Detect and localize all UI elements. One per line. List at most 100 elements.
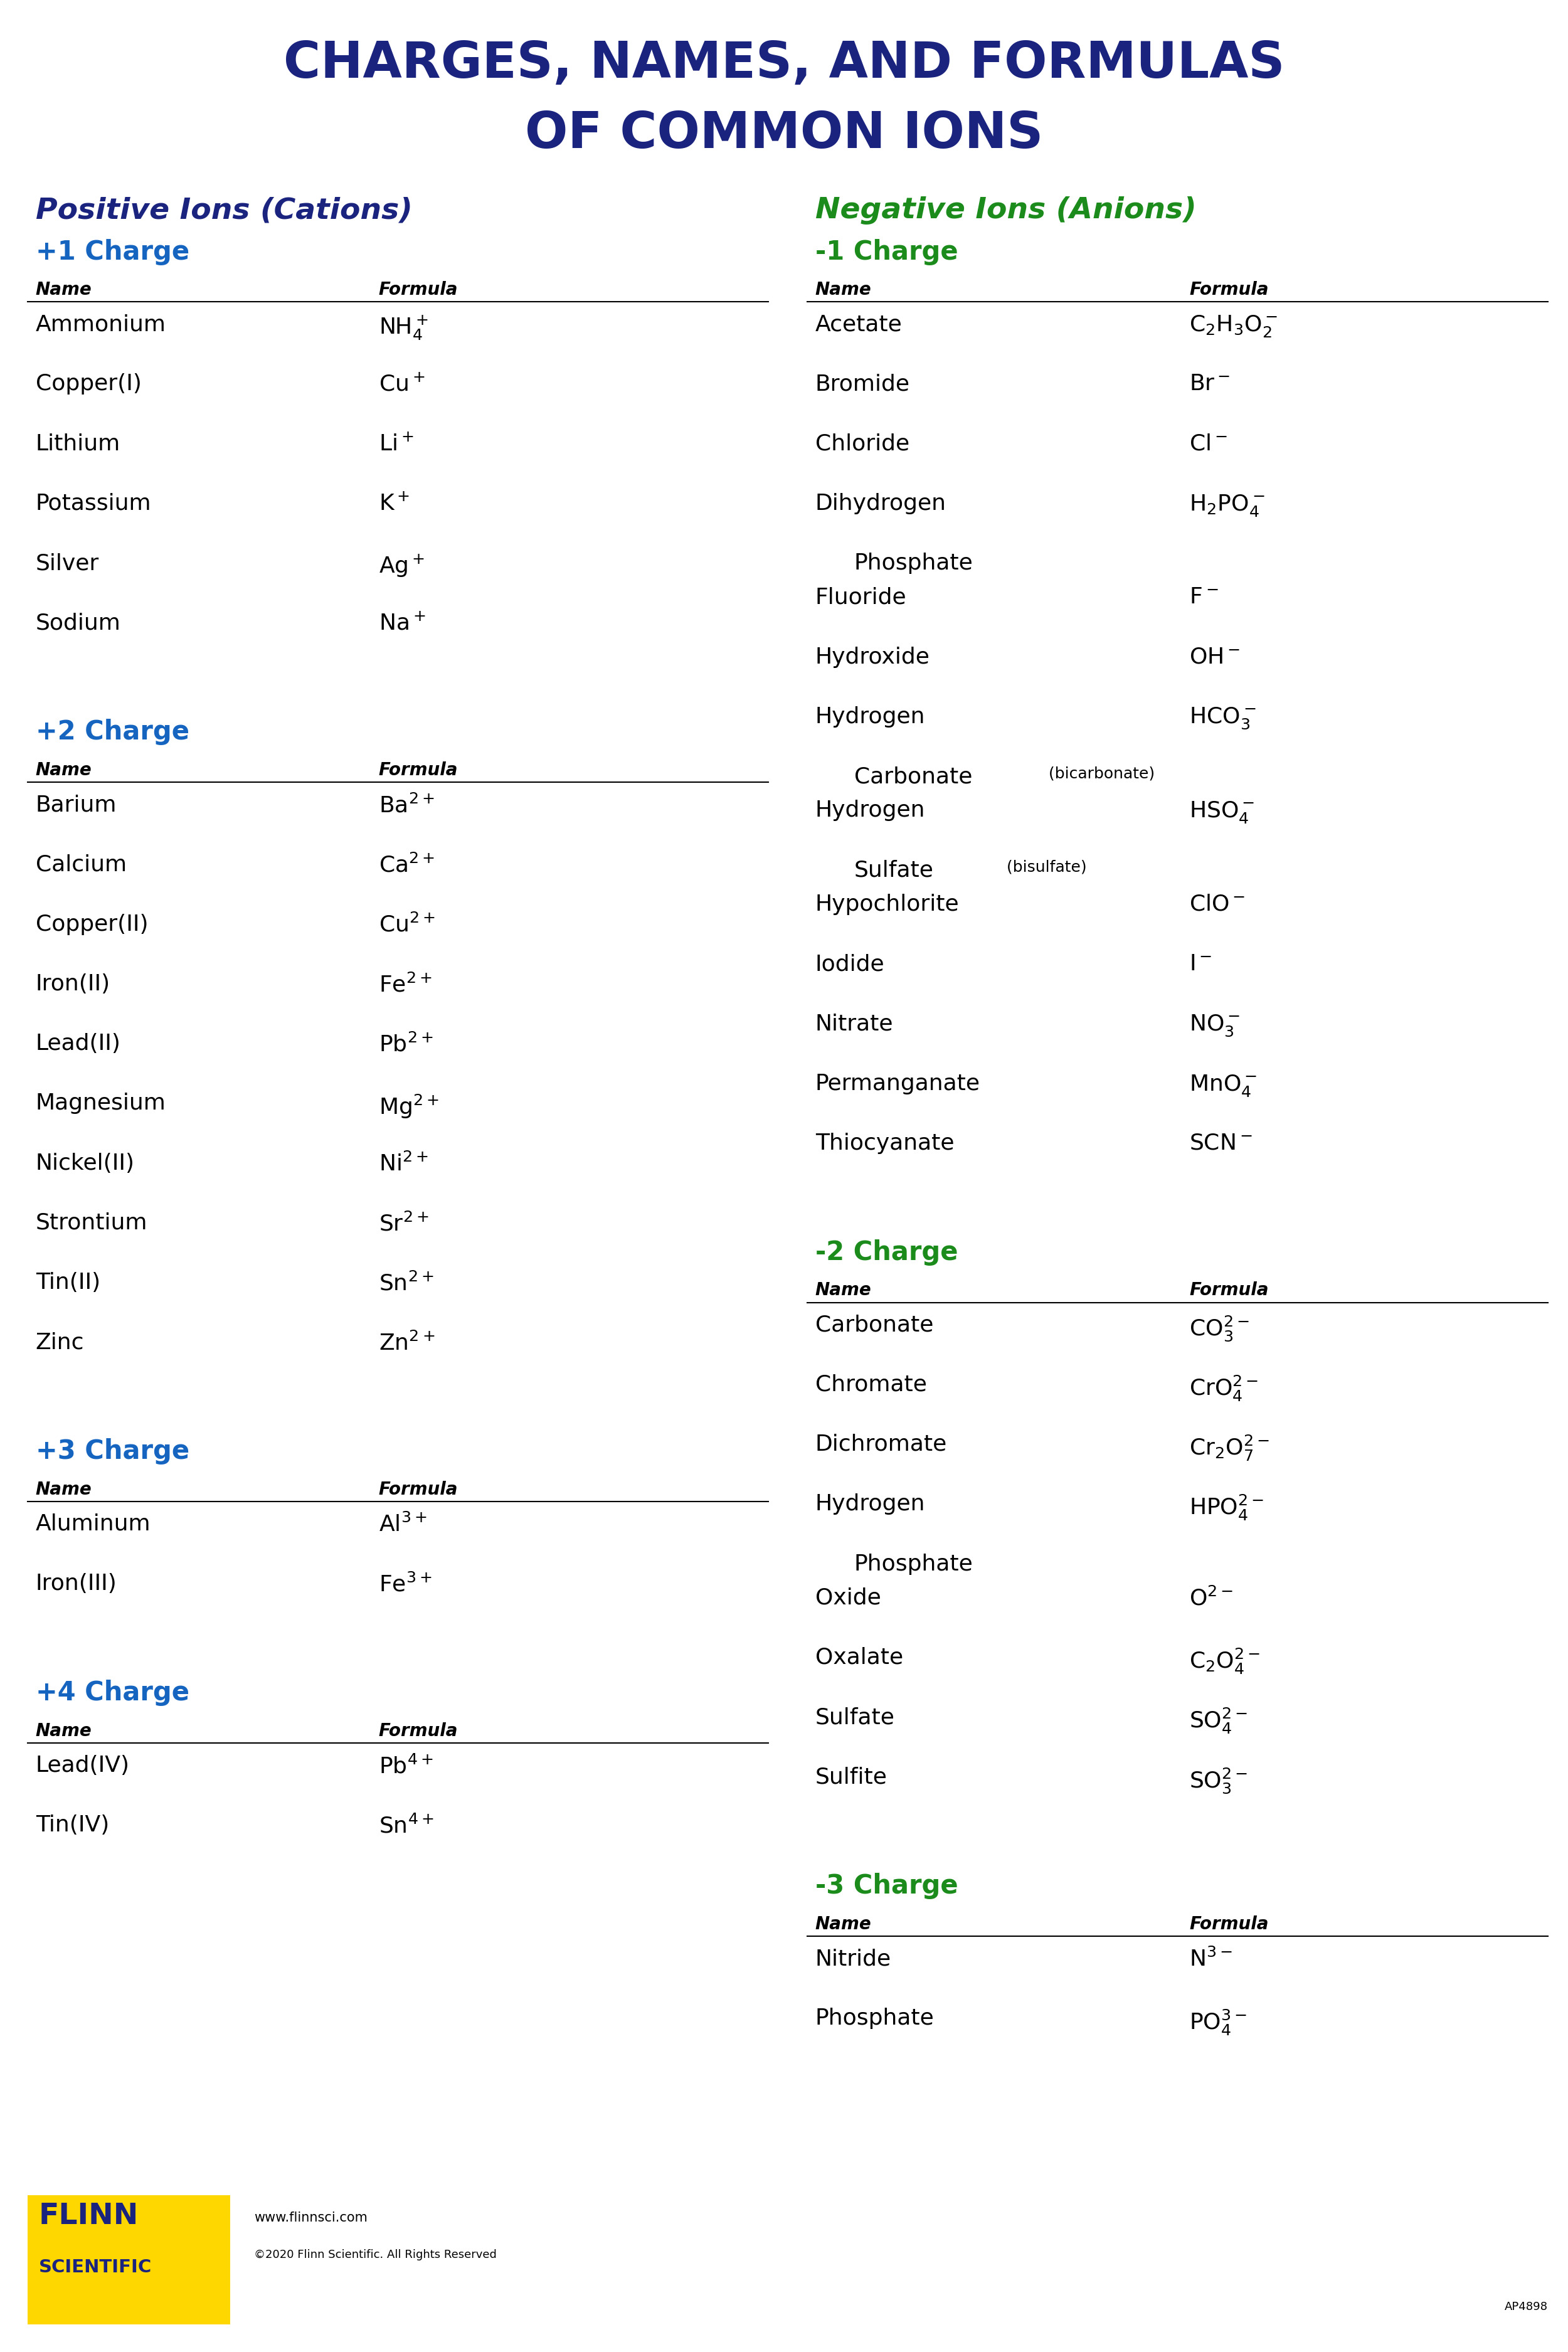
- Text: Pb$^{4+}$: Pb$^{4+}$: [378, 1755, 433, 1778]
- Text: Formula: Formula: [1190, 1915, 1269, 1933]
- Text: Fe$^{3+}$: Fe$^{3+}$: [378, 1573, 431, 1597]
- Text: NO$_3^-$: NO$_3^-$: [1190, 1014, 1240, 1037]
- Text: Formula: Formula: [1190, 280, 1269, 299]
- Text: www.flinnsci.com: www.flinnsci.com: [254, 2211, 367, 2225]
- Text: Chromate: Chromate: [815, 1374, 927, 1395]
- Text: FLINN: FLINN: [39, 2201, 138, 2230]
- Text: H$_2$PO$_4^-$: H$_2$PO$_4^-$: [1190, 494, 1265, 517]
- Text: Hypochlorite: Hypochlorite: [815, 894, 960, 915]
- Text: N$^{3-}$: N$^{3-}$: [1190, 1947, 1232, 1971]
- Text: Dihydrogen: Dihydrogen: [815, 494, 946, 515]
- Text: SO$_3^{2-}$: SO$_3^{2-}$: [1190, 1766, 1248, 1795]
- Text: F$^-$: F$^-$: [1190, 586, 1218, 607]
- Text: Br$^-$: Br$^-$: [1190, 374, 1231, 395]
- Text: Phosphate: Phosphate: [815, 2009, 935, 2030]
- Text: Sulfate: Sulfate: [855, 858, 935, 882]
- Text: ClO$^-$: ClO$^-$: [1190, 894, 1245, 915]
- Text: Chloride: Chloride: [815, 433, 909, 454]
- Text: Formula: Formula: [378, 1722, 458, 1740]
- Text: Formula: Formula: [1190, 1282, 1269, 1298]
- Text: Positive Ions (Cations): Positive Ions (Cations): [36, 198, 412, 226]
- Text: (bicarbonate): (bicarbonate): [1044, 767, 1154, 781]
- Text: -2 Charge: -2 Charge: [815, 1240, 958, 1265]
- Text: Nickel(II): Nickel(II): [36, 1152, 135, 1174]
- Text: Hydroxide: Hydroxide: [815, 647, 930, 668]
- Text: CO$_3^{2-}$: CO$_3^{2-}$: [1190, 1315, 1250, 1343]
- Text: K$^+$: K$^+$: [378, 494, 409, 515]
- Text: Formula: Formula: [378, 1482, 458, 1498]
- Text: +4 Charge: +4 Charge: [36, 1679, 190, 1705]
- Text: Zn$^{2+}$: Zn$^{2+}$: [378, 1331, 434, 1355]
- Text: Iodide: Iodide: [815, 953, 884, 974]
- Text: Permanganate: Permanganate: [815, 1073, 980, 1094]
- Text: +3 Charge: +3 Charge: [36, 1439, 190, 1465]
- Text: Sulfate: Sulfate: [815, 1708, 895, 1729]
- Text: PO$_4^{3-}$: PO$_4^{3-}$: [1190, 2009, 1247, 2037]
- Text: Li$^+$: Li$^+$: [378, 433, 414, 454]
- Text: SCN$^-$: SCN$^-$: [1190, 1134, 1253, 1155]
- Text: +2 Charge: +2 Charge: [36, 720, 190, 746]
- Text: Nitrate: Nitrate: [815, 1014, 894, 1035]
- Text: Calcium: Calcium: [36, 854, 127, 875]
- Text: Ni$^{2+}$: Ni$^{2+}$: [378, 1152, 428, 1176]
- Text: SO$_4^{2-}$: SO$_4^{2-}$: [1190, 1708, 1248, 1736]
- Text: MnO$_4^-$: MnO$_4^-$: [1190, 1073, 1258, 1098]
- Text: Cu$^{2+}$: Cu$^{2+}$: [378, 913, 434, 936]
- Text: AP4898: AP4898: [1505, 2300, 1548, 2312]
- Text: OF COMMON IONS: OF COMMON IONS: [525, 111, 1043, 158]
- Text: Name: Name: [815, 1282, 872, 1298]
- Text: Sr$^{2+}$: Sr$^{2+}$: [378, 1211, 428, 1235]
- Text: Dichromate: Dichromate: [815, 1435, 947, 1456]
- Text: Lead(IV): Lead(IV): [36, 1755, 130, 1776]
- Text: Cu$^+$: Cu$^+$: [378, 374, 425, 395]
- Text: Silver: Silver: [36, 553, 99, 574]
- Text: Negative Ions (Anions): Negative Ions (Anions): [815, 198, 1196, 226]
- Text: C$_2$H$_3$O$_2^-$: C$_2$H$_3$O$_2^-$: [1190, 313, 1278, 339]
- Text: Strontium: Strontium: [36, 1211, 147, 1235]
- Text: Sulfite: Sulfite: [815, 1766, 887, 1788]
- Text: SCIENTIFIC: SCIENTIFIC: [39, 2258, 152, 2277]
- Text: Tin(IV): Tin(IV): [36, 1813, 110, 1837]
- Text: Hydrogen: Hydrogen: [815, 800, 925, 821]
- Text: Thiocyanate: Thiocyanate: [815, 1134, 953, 1155]
- Text: OH$^-$: OH$^-$: [1190, 647, 1240, 668]
- Text: Magnesium: Magnesium: [36, 1094, 166, 1115]
- Text: Name: Name: [815, 1915, 872, 1933]
- Text: Zinc: Zinc: [36, 1331, 85, 1352]
- Text: Carbonate: Carbonate: [855, 767, 972, 788]
- Text: Sn$^{4+}$: Sn$^{4+}$: [378, 1813, 433, 1837]
- Text: Oxide: Oxide: [815, 1588, 881, 1609]
- Text: Ca$^{2+}$: Ca$^{2+}$: [378, 854, 434, 877]
- Text: Sn$^{2+}$: Sn$^{2+}$: [378, 1272, 433, 1296]
- Text: Tin(II): Tin(II): [36, 1272, 100, 1294]
- Text: Name: Name: [36, 1722, 93, 1740]
- Text: Copper(II): Copper(II): [36, 913, 147, 934]
- Text: Iron(II): Iron(II): [36, 974, 110, 995]
- Text: Na$^+$: Na$^+$: [378, 612, 425, 635]
- Text: Phosphate: Phosphate: [855, 553, 974, 574]
- Text: Ag$^+$: Ag$^+$: [378, 553, 425, 579]
- Text: Lead(II): Lead(II): [36, 1033, 121, 1054]
- Text: O$^{2-}$: O$^{2-}$: [1190, 1588, 1234, 1611]
- Text: Pb$^{2+}$: Pb$^{2+}$: [378, 1033, 433, 1056]
- Text: Aluminum: Aluminum: [36, 1512, 151, 1536]
- Text: Cl$^-$: Cl$^-$: [1190, 433, 1228, 454]
- Text: Carbonate: Carbonate: [815, 1315, 933, 1336]
- Text: CHARGES, NAMES, AND FORMULAS: CHARGES, NAMES, AND FORMULAS: [284, 40, 1284, 89]
- Text: Cr$_2$O$_7^{2-}$: Cr$_2$O$_7^{2-}$: [1190, 1435, 1270, 1463]
- Text: Lithium: Lithium: [36, 433, 121, 454]
- Text: Name: Name: [36, 280, 93, 299]
- Text: Nitride: Nitride: [815, 1947, 891, 1969]
- Text: Copper(I): Copper(I): [36, 374, 141, 395]
- Text: Bromide: Bromide: [815, 374, 909, 395]
- Text: Mg$^{2+}$: Mg$^{2+}$: [378, 1094, 439, 1120]
- Text: Al$^{3+}$: Al$^{3+}$: [378, 1512, 426, 1536]
- Text: ©2020 Flinn Scientific. All Rights Reserved: ©2020 Flinn Scientific. All Rights Reser…: [254, 2249, 497, 2260]
- Text: Acetate: Acetate: [815, 313, 902, 334]
- Text: Formula: Formula: [378, 280, 458, 299]
- Text: Formula: Formula: [378, 762, 458, 779]
- Text: +1 Charge: +1 Charge: [36, 238, 190, 266]
- Text: Name: Name: [36, 762, 93, 779]
- Text: Ammonium: Ammonium: [36, 313, 166, 334]
- Text: Ba$^{2+}$: Ba$^{2+}$: [378, 795, 434, 816]
